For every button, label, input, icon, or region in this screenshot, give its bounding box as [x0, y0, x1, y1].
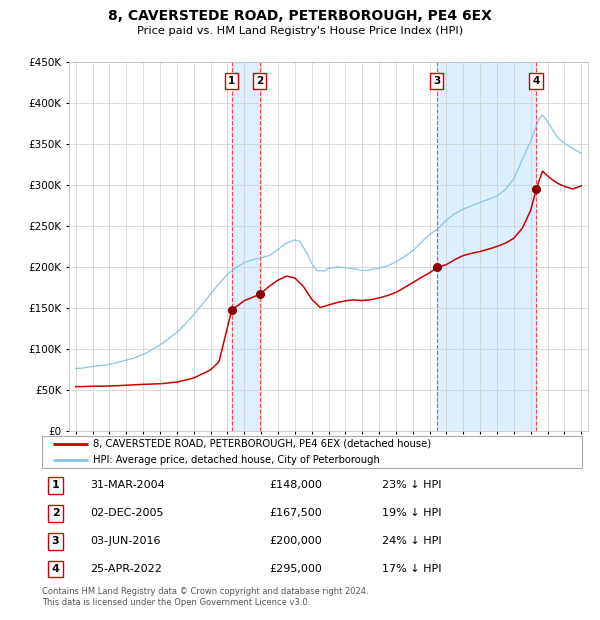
- Text: 31-MAR-2004: 31-MAR-2004: [91, 480, 166, 490]
- Text: 23% ↓ HPI: 23% ↓ HPI: [382, 480, 442, 490]
- Text: 03-JUN-2016: 03-JUN-2016: [91, 536, 161, 546]
- Text: 1: 1: [52, 480, 59, 490]
- Text: 17% ↓ HPI: 17% ↓ HPI: [382, 564, 442, 574]
- Text: 02-DEC-2005: 02-DEC-2005: [91, 508, 164, 518]
- Text: 3: 3: [433, 76, 440, 86]
- Text: 1: 1: [228, 76, 235, 86]
- Text: Contains HM Land Registry data © Crown copyright and database right 2024.
This d: Contains HM Land Registry data © Crown c…: [42, 587, 368, 606]
- Text: £148,000: £148,000: [269, 480, 322, 490]
- Text: £200,000: £200,000: [269, 536, 322, 546]
- Text: 2: 2: [52, 508, 59, 518]
- Text: Price paid vs. HM Land Registry's House Price Index (HPI): Price paid vs. HM Land Registry's House …: [137, 26, 463, 36]
- Text: 25-APR-2022: 25-APR-2022: [91, 564, 163, 574]
- Text: 24% ↓ HPI: 24% ↓ HPI: [382, 536, 442, 546]
- Text: 8, CAVERSTEDE ROAD, PETERBOROUGH, PE4 6EX (detached house): 8, CAVERSTEDE ROAD, PETERBOROUGH, PE4 6E…: [94, 439, 431, 449]
- Text: 4: 4: [532, 76, 540, 86]
- Text: £167,500: £167,500: [269, 508, 322, 518]
- Text: 2: 2: [256, 76, 263, 86]
- Text: 8, CAVERSTEDE ROAD, PETERBOROUGH, PE4 6EX: 8, CAVERSTEDE ROAD, PETERBOROUGH, PE4 6E…: [108, 9, 492, 24]
- Text: 19% ↓ HPI: 19% ↓ HPI: [382, 508, 442, 518]
- Text: £295,000: £295,000: [269, 564, 322, 574]
- Text: 3: 3: [52, 536, 59, 546]
- Text: 4: 4: [52, 564, 59, 574]
- FancyBboxPatch shape: [42, 436, 582, 468]
- Bar: [232, 62, 260, 431]
- Text: HPI: Average price, detached house, City of Peterborough: HPI: Average price, detached house, City…: [94, 455, 380, 465]
- Bar: [437, 62, 536, 431]
